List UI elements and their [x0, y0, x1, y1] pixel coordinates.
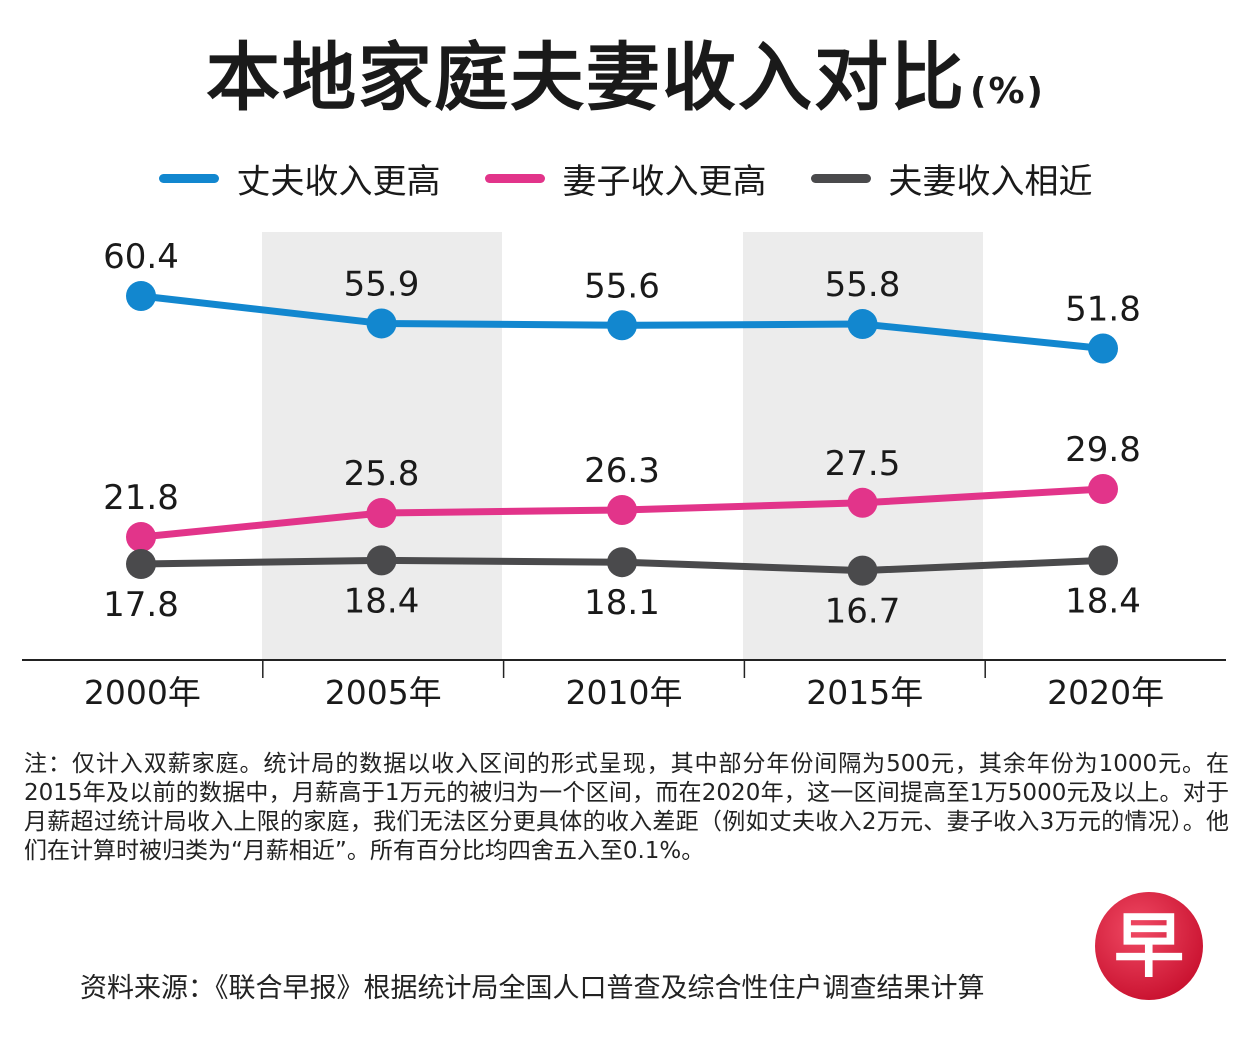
legend-label: 丈夫收入更高: [236, 161, 441, 202]
legend-swatch: [810, 173, 871, 183]
data-label: 25.8: [344, 454, 420, 494]
data-point: [847, 555, 878, 586]
data-label: 26.3: [584, 451, 660, 491]
chart-title-text: 本地家庭夫妻收入对比: [206, 35, 966, 121]
zaobao-logo-icon: 早: [1095, 892, 1203, 1000]
data-point: [847, 487, 878, 518]
data-label: 16.7: [825, 592, 901, 632]
data-point: [607, 495, 637, 525]
legend-item: 妻子收入更高: [484, 154, 767, 203]
data-label: 55.8: [825, 265, 901, 305]
data-label: 29.8: [1065, 430, 1141, 470]
data-label: 51.8: [1065, 289, 1141, 329]
logo-circle: [1095, 892, 1203, 1000]
data-point: [366, 545, 397, 576]
data-label: 55.6: [584, 266, 660, 306]
x-tick-label: 2020年: [1047, 673, 1164, 712]
shaded-band: [743, 232, 983, 660]
data-point: [126, 549, 156, 579]
chart-title-unit: (%): [970, 71, 1045, 112]
x-tick-label: 2010年: [566, 673, 683, 712]
data-label: 18.4: [344, 581, 420, 621]
data-point: [1088, 333, 1118, 364]
shaded-band: [262, 232, 502, 660]
x-tick-label: 2000年: [84, 673, 201, 712]
legend-label: 妻子收入更高: [562, 161, 767, 202]
legend-swatch: [158, 173, 219, 183]
data-point: [126, 281, 156, 311]
data-label: 18.1: [584, 583, 660, 623]
legend-item: 丈夫收入更高: [158, 154, 441, 203]
data-point: [366, 308, 397, 339]
data-label: 27.5: [825, 444, 901, 484]
data-label: 55.9: [344, 264, 420, 304]
legend-label: 夫妻收入相近: [888, 161, 1093, 202]
data-point: [607, 547, 637, 578]
data-label: 60.4: [103, 237, 179, 277]
data-label: 21.8: [103, 478, 179, 518]
data-point: [126, 522, 156, 552]
line-chart: 2000年 2005年 2010年 2015年 2020年 60.4 55.9 55.6 55.…: [22, 232, 1226, 712]
data-point: [607, 310, 637, 341]
data-label: 18.4: [1065, 581, 1141, 621]
legend: 丈夫收入更高 妻子收入更高 夫妻收入相近: [0, 150, 1251, 206]
chart-title: 本地家庭夫妻收入对比 (%): [0, 18, 1251, 125]
logo-char: 早: [1114, 905, 1184, 987]
data-point: [847, 309, 878, 340]
data-point: [1088, 474, 1118, 504]
data-point: [1088, 545, 1118, 576]
legend-swatch: [484, 173, 545, 183]
legend-item: 夫妻收入相近: [810, 154, 1093, 203]
source-note: 资料来源：《联合早报》根据统计局全国人口普查及综合性住户调查结果计算: [80, 973, 985, 1004]
footnote: 注：仅计入双薪家庭。统计局的数据以收入区间的形式呈现，其中部分年份间隔为500元…: [24, 751, 1229, 864]
data-label: 17.8: [103, 585, 179, 625]
data-point: [366, 498, 397, 528]
x-tick-label: 2015年: [806, 673, 923, 712]
x-tick-label: 2005年: [325, 673, 442, 712]
